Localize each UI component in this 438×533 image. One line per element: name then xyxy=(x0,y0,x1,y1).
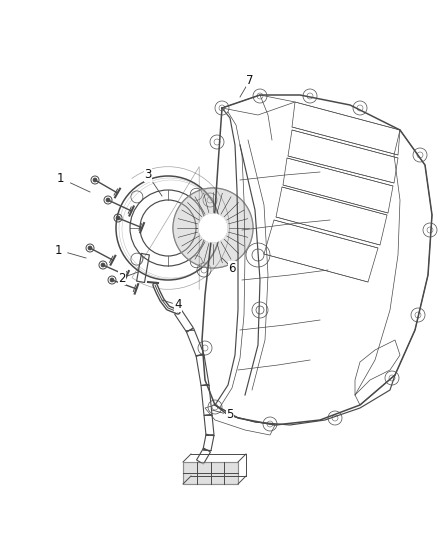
Text: 4: 4 xyxy=(174,298,182,311)
Text: 5: 5 xyxy=(226,408,234,422)
Circle shape xyxy=(116,216,120,220)
Circle shape xyxy=(106,198,110,202)
Circle shape xyxy=(93,178,97,182)
Circle shape xyxy=(88,246,92,250)
Circle shape xyxy=(101,263,105,267)
Text: 1: 1 xyxy=(56,172,64,184)
Circle shape xyxy=(110,278,114,282)
Text: 3: 3 xyxy=(144,168,152,182)
Circle shape xyxy=(173,188,253,268)
Text: 6: 6 xyxy=(228,262,236,274)
Text: 1: 1 xyxy=(54,244,62,256)
Text: 2: 2 xyxy=(118,271,126,285)
Text: 7: 7 xyxy=(246,74,254,86)
Bar xyxy=(183,462,238,484)
Circle shape xyxy=(199,214,227,242)
